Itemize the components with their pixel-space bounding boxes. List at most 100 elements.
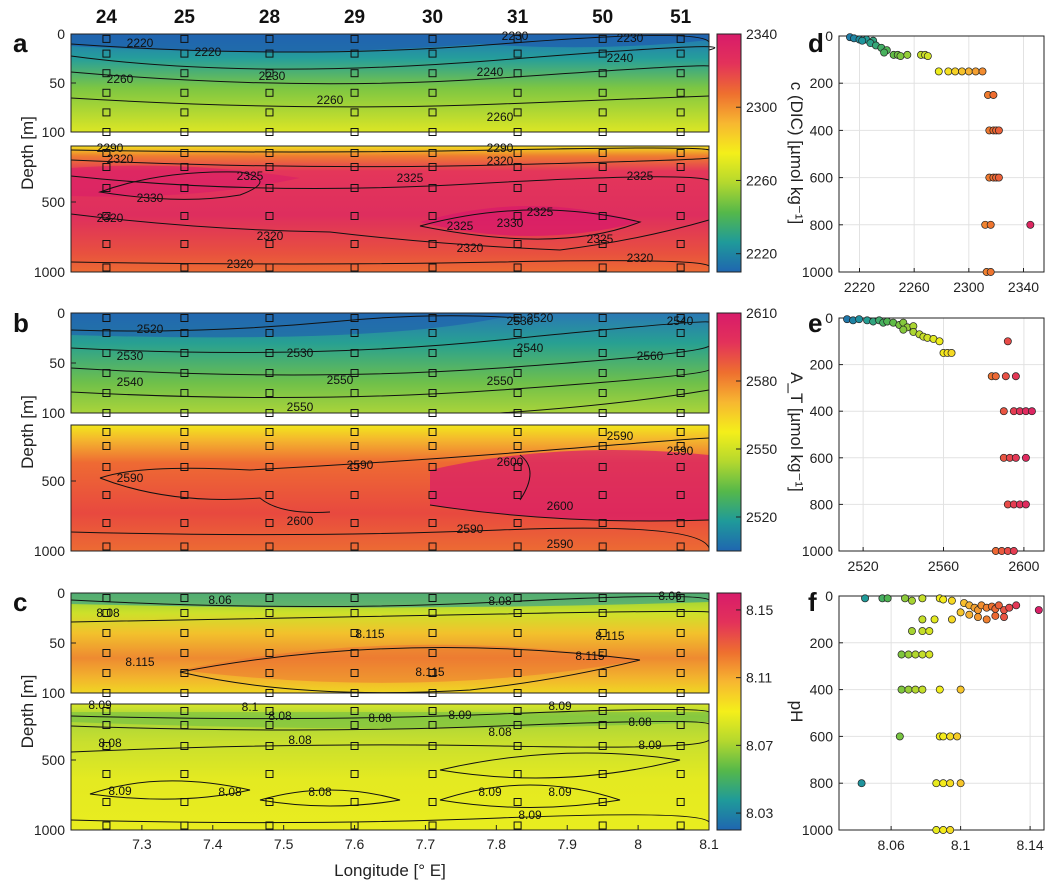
contour-line (70, 369, 710, 399)
panel-letter: d (808, 28, 824, 58)
x-tick-label: 2600 (1008, 558, 1039, 574)
sample-marker (676, 519, 685, 527)
data-point (956, 779, 965, 788)
sample-marker (350, 428, 359, 436)
colorbars (716, 33, 742, 831)
data-point (904, 650, 913, 659)
contour-label: 8.09 (108, 784, 132, 798)
sample-marker (265, 149, 274, 157)
sample-marker (428, 389, 437, 397)
contour-line (70, 527, 710, 549)
data-point (939, 595, 948, 604)
sample-marker (676, 212, 685, 220)
data-point (956, 608, 965, 617)
sample-marker (513, 240, 522, 248)
sample-marker (102, 594, 111, 602)
sample-marker (428, 49, 437, 58)
scatter-frame (838, 595, 1045, 831)
sample-marker (676, 389, 685, 397)
sample-marker (265, 240, 274, 248)
sample-marker (598, 594, 607, 602)
panel-letter: e (808, 308, 822, 338)
contour-label: 2240 (477, 65, 504, 79)
contour-label: 8.06 (658, 589, 682, 603)
contour-label: 2600 (287, 514, 314, 528)
sample-marker (102, 369, 111, 377)
sample-marker (180, 594, 189, 602)
sample-marker (180, 428, 189, 436)
data-point (918, 615, 927, 624)
sample-marker (513, 609, 522, 617)
sample-marker (428, 798, 437, 806)
sample-marker (676, 88, 685, 97)
contour-label: 2290 (487, 141, 514, 155)
sample-marker (350, 519, 359, 527)
contour-label: 2550 (287, 400, 314, 414)
data-point (953, 732, 962, 741)
colorbar-label: pH (787, 701, 806, 723)
sample-marker (350, 442, 359, 450)
sample-marker (676, 240, 685, 248)
contour-label: 8.08 (628, 715, 652, 729)
contour-label: 8.08 (488, 594, 512, 608)
contour-label: 2520 (137, 322, 164, 336)
sample-marker (598, 821, 607, 830)
data-point (951, 67, 960, 76)
colorbar-label: A_T [µmol kg⁻¹] (787, 372, 806, 492)
sample-marker (513, 742, 522, 750)
colorbar-tick-label: 8.11 (746, 670, 772, 686)
y-tick-label: 100 (42, 124, 66, 140)
sample-marker (265, 184, 274, 192)
sample-marker (350, 69, 359, 78)
sample-marker (265, 369, 274, 377)
sample-marker (102, 609, 111, 617)
contour-line (70, 739, 710, 753)
x-tick-label: 7.9 (557, 836, 577, 852)
sample-marker (598, 742, 607, 750)
sample-marker (180, 369, 189, 377)
sample-marker (428, 88, 437, 97)
y-tick-label: 800 (810, 496, 834, 512)
data-point (974, 613, 982, 622)
y-tick-label: 400 (810, 403, 834, 419)
sample-marker (428, 629, 437, 637)
sample-marker (102, 314, 111, 322)
sample-marker (350, 491, 359, 499)
contour-label: 2560 (637, 349, 664, 363)
sample-marker (350, 594, 359, 602)
sample-marker (180, 463, 189, 471)
station-label: 30 (422, 7, 443, 28)
contour-line (179, 647, 641, 673)
scatter-frame (838, 317, 1045, 552)
contour-line (70, 321, 710, 353)
sample-marker (265, 798, 274, 806)
sample-marker (513, 821, 522, 830)
sample-marker (676, 149, 685, 157)
sample-marker (428, 69, 437, 78)
data-point (989, 91, 998, 99)
contour-label: 2325 (627, 169, 654, 183)
contour-label: 8.08 (268, 709, 292, 723)
sample-marker (102, 149, 111, 157)
contour-label: 8.09 (548, 699, 572, 713)
y-tick-label: 600 (810, 170, 834, 186)
data-point (947, 596, 956, 605)
sample-marker (598, 88, 607, 97)
y-tick-label: 200 (810, 635, 834, 651)
sample-marker (265, 770, 274, 778)
sample-marker (350, 49, 359, 58)
contour-label: 8.08 (96, 606, 120, 620)
data-point (858, 36, 867, 45)
sample-marker (598, 721, 607, 729)
sample-marker (676, 609, 685, 617)
sample-marker (180, 742, 189, 750)
sample-marker (265, 263, 274, 272)
contour-label: 8.09 (478, 785, 502, 799)
y-tick-label: 500 (42, 194, 66, 210)
sample-marker (350, 609, 359, 617)
data-point (880, 48, 889, 57)
sample-marker (428, 149, 437, 157)
sample-marker (265, 88, 274, 97)
sample-marker (102, 349, 111, 357)
